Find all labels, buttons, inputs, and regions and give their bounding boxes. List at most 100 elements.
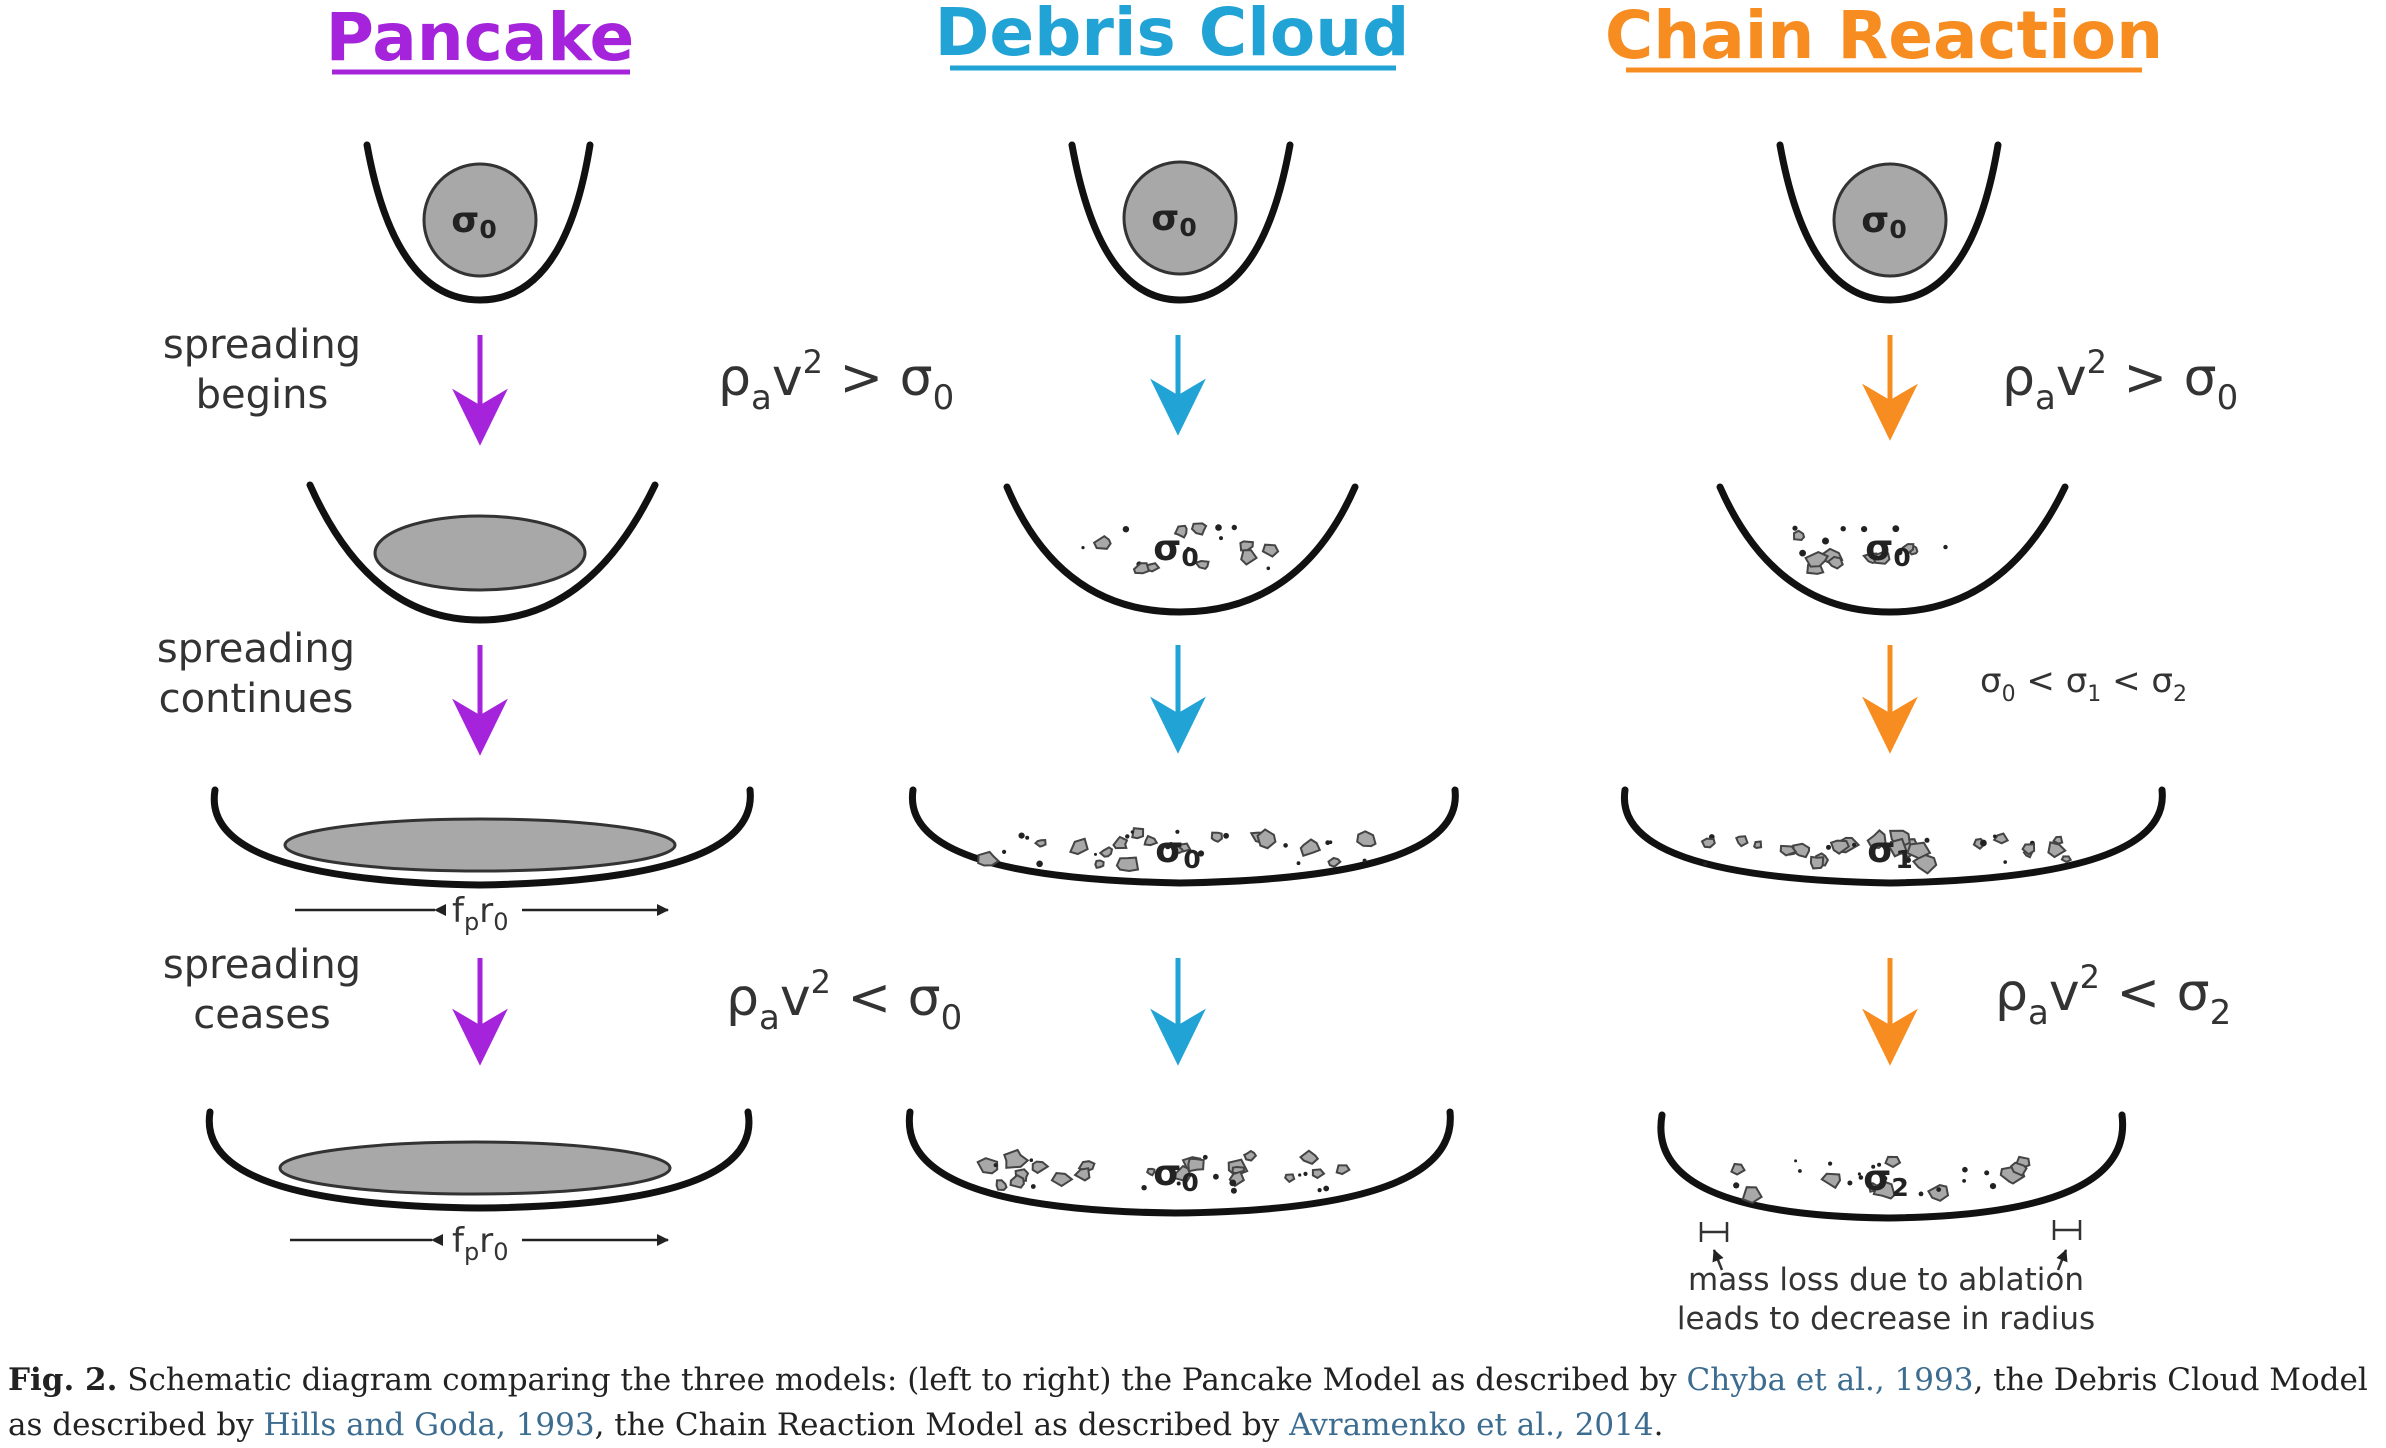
debris-fragment <box>1829 839 1851 855</box>
chain-body-sphere <box>1832 162 1948 278</box>
pancake-sigma-label-1: σ0 <box>451 200 496 244</box>
debris-fragment <box>1094 859 1105 869</box>
debris-fragment <box>1098 846 1114 858</box>
debris-dot <box>1186 546 1191 552</box>
debris-fragment <box>1700 837 1716 849</box>
debris-fragment <box>1299 838 1322 857</box>
debris-fragment <box>1809 855 1825 870</box>
pancake-stage-2 <box>306 481 659 624</box>
reference-link-avramenko[interactable]: Avramenko et al., 2014 <box>1289 1407 1654 1443</box>
debris-dot <box>1993 834 1997 839</box>
debris-dot <box>1989 1183 1997 1190</box>
debris-arrows <box>1150 335 1206 1066</box>
debris-fragment <box>2060 855 2073 864</box>
debris-dot <box>2003 860 2007 864</box>
debris-dot <box>1317 1188 1322 1193</box>
pancake-title: Pancake <box>326 0 635 76</box>
debris-dot <box>1197 850 1205 857</box>
chain-bowl-1 <box>1776 141 2002 304</box>
debris-fragment <box>1146 1167 1156 1177</box>
debris-fragment <box>1753 840 1763 849</box>
debris-stage-4: σ0 <box>905 1108 1454 1217</box>
debris-bowl-2 <box>1003 483 1359 616</box>
debris-body-sphere <box>1122 160 1238 276</box>
chain-fragments-3 <box>1700 829 2073 875</box>
debris-fragment <box>1872 550 1891 565</box>
debris-dot <box>1283 843 1288 848</box>
debris-fragment <box>1073 1167 1091 1182</box>
debris-bowl-4 <box>905 1108 1454 1217</box>
debris-fragment <box>1906 841 1932 860</box>
debris-dot <box>1125 834 1130 839</box>
debris-stage-1: σ0 <box>1068 141 1294 304</box>
debris-dot <box>1881 1175 1888 1182</box>
reference-link-hills[interactable]: Hills and Goda, 1993 <box>263 1407 595 1443</box>
debris-dot <box>1733 1182 1740 1189</box>
debris-dot <box>1822 537 1829 545</box>
debris-fragment <box>1115 856 1140 873</box>
debris-fragment <box>1901 543 1915 554</box>
debris-dot <box>1962 1166 1968 1173</box>
debris-dot <box>1215 524 1222 531</box>
debris-dot <box>1905 857 1911 863</box>
debris-dot <box>1219 536 1223 541</box>
debris-sigma-label-3: σ0 <box>1155 830 1200 874</box>
debris-dot <box>1840 526 1846 532</box>
pancake-flattened-body-2 <box>283 817 677 873</box>
debris-fragment <box>1872 1180 1896 1200</box>
pancake-flattened-body-1 <box>373 514 587 592</box>
debris-fragment <box>976 1157 999 1175</box>
stage-label-begins: spreading begins <box>163 322 361 418</box>
debris-sigma-label-4: σ0 <box>1153 1153 1198 1197</box>
debris-dot <box>1169 842 1173 846</box>
debris-dot <box>1094 852 1097 856</box>
debris-dot <box>1176 1181 1181 1186</box>
debris-dot <box>1362 858 1367 863</box>
debris-dot <box>1223 832 1229 839</box>
chain-condition-mid: σ0 < σ1 < σ2 <box>1980 661 2187 707</box>
debris-fragments-4 <box>976 1148 1351 1194</box>
debris-fragment <box>1261 543 1280 558</box>
debris-dot <box>1175 829 1180 834</box>
caption-text-2: , the Debris Cloud Model as described by <box>8 1362 2368 1443</box>
pancake-bowl-2 <box>306 481 659 624</box>
debris-fragment <box>1992 832 2010 845</box>
debris-dot <box>1018 832 1025 839</box>
debris-fragment <box>1256 828 1277 850</box>
debris-dot <box>1794 1159 1798 1163</box>
debris-dot <box>1231 524 1238 531</box>
debris-fragment <box>1009 1173 1025 1189</box>
debris-dot <box>1325 840 1331 846</box>
debris-sigma-label-2: σ0 <box>1153 528 1198 572</box>
debris-dot <box>1122 526 1130 533</box>
debris-dot <box>993 1163 998 1168</box>
debris-dot <box>1984 1170 1990 1176</box>
pancake-stage-1: σ0 <box>363 141 594 304</box>
debris-dot <box>1943 544 1948 550</box>
debris-fragment <box>2052 835 2064 845</box>
debris-dot <box>1298 1173 1302 1177</box>
reference-link-chyba[interactable]: Chyba et al., 1993 <box>1686 1362 1974 1398</box>
caption-text-4: . <box>1653 1407 1664 1443</box>
debris-dot <box>1847 1180 1853 1186</box>
chain-stage-1: σ0 <box>1776 141 2002 304</box>
debris-fragment <box>2047 841 2067 859</box>
chain-fragments-2 <box>1792 525 1948 575</box>
debris-fragment <box>1866 829 1887 849</box>
ablation-note: mass loss due to ablation leads to decrea… <box>1677 1262 2095 1337</box>
debris-dot <box>1826 844 1831 850</box>
debris-dot <box>1877 1162 1882 1167</box>
pancake-stage-3: fpr0 <box>210 786 754 936</box>
debris-fragment <box>1003 1148 1030 1169</box>
debris-fragment <box>1190 522 1208 536</box>
chain-fragments-4 <box>1730 1155 2031 1204</box>
debris-dot <box>1852 842 1857 848</box>
debris-fragment <box>1132 562 1151 575</box>
caption-text-1: Schematic diagram comparing the three mo… <box>117 1362 1687 1398</box>
debris-dot <box>1081 546 1085 550</box>
debris-sigma-label-1: σ0 <box>1151 198 1196 242</box>
pancake-radius-label-2: fpr0 <box>452 1221 508 1266</box>
chain-title: Chain Reaction <box>1605 0 2163 74</box>
debris-fragment <box>1173 524 1188 539</box>
debris-fragment <box>995 1179 1008 1192</box>
